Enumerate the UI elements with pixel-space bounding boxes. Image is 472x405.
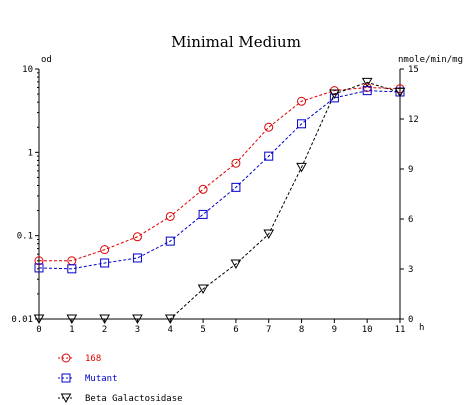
data-point <box>198 184 208 194</box>
x-tick-label: 8 <box>299 325 304 335</box>
data-point <box>264 122 274 132</box>
legend-marker <box>60 393 72 404</box>
x-tick-label: 6 <box>233 325 238 335</box>
right-tick-label: 6 <box>408 215 413 225</box>
data-point <box>230 259 242 270</box>
data-point <box>99 314 110 325</box>
left-tick-label: 0.1 <box>17 232 33 242</box>
left-tick-label: 1 <box>28 148 33 158</box>
data-point <box>34 256 44 266</box>
left-tick-label: 0.01 <box>11 315 33 325</box>
legend-entry: 168 <box>58 353 101 364</box>
data-point <box>66 314 78 325</box>
series-line <box>39 81 401 320</box>
data-point <box>297 96 307 106</box>
data-point <box>67 264 77 274</box>
chart-title: Minimal Medium <box>171 33 301 51</box>
data-point <box>100 245 110 255</box>
legend-label: Beta Galactosidase <box>85 394 183 404</box>
data-point <box>132 253 142 263</box>
legend-entry: Beta Galactosidase <box>58 393 183 404</box>
series-1 <box>34 86 405 274</box>
legend: 168 Mutant Beta Galactosidase <box>58 353 183 404</box>
data-point <box>361 77 373 88</box>
data-point <box>132 314 143 325</box>
series-line <box>38 90 401 270</box>
data-point <box>231 158 241 168</box>
data-point <box>132 232 142 242</box>
data-point <box>164 314 176 325</box>
data-point <box>329 89 340 100</box>
data-point <box>264 151 274 161</box>
x-tick-label: 5 <box>200 325 205 335</box>
x-tick-label: 0 <box>36 325 41 335</box>
x-tick-label: 3 <box>135 325 140 335</box>
data-point <box>165 236 175 246</box>
data-point <box>34 263 44 273</box>
right-tick-label: 0 <box>408 315 413 325</box>
data-point <box>231 182 241 192</box>
legend-label: Mutant <box>85 374 118 384</box>
data-point <box>197 284 209 295</box>
legend-marker <box>61 353 71 363</box>
series-2 <box>33 77 406 325</box>
right-axis-label: nmole/min/mg <box>398 55 463 65</box>
left-axis-label: od <box>41 55 52 65</box>
data-point <box>165 211 175 221</box>
data-point <box>394 87 406 98</box>
legend-label: 168 <box>85 354 101 364</box>
left-tick-label: 10 <box>22 65 33 75</box>
right-tick-label: 15 <box>408 65 419 75</box>
right-tick-label: 9 <box>408 165 413 175</box>
series-line <box>39 86 401 262</box>
legend-entry: Mutant <box>58 373 118 384</box>
data-point <box>33 314 45 325</box>
x-tick-label: 10 <box>362 325 373 335</box>
data-point <box>297 119 307 129</box>
plot-area <box>33 77 406 325</box>
x-tick-label: 2 <box>102 325 107 335</box>
right-tick-label: 12 <box>408 115 419 125</box>
data-point <box>296 162 307 173</box>
legend-marker <box>61 373 71 383</box>
data-point <box>198 209 208 219</box>
x-axis-label: h <box>419 323 424 333</box>
x-tick-label: 1 <box>69 325 74 335</box>
data-point <box>263 229 275 240</box>
x-tick-label: 4 <box>168 325 173 335</box>
right-tick-label: 3 <box>408 265 413 275</box>
x-tick-label: 11 <box>395 325 406 335</box>
x-tick-label: 9 <box>332 325 337 335</box>
x-tick-label: 7 <box>266 325 271 335</box>
data-point <box>100 258 110 268</box>
series-0 <box>34 82 405 266</box>
